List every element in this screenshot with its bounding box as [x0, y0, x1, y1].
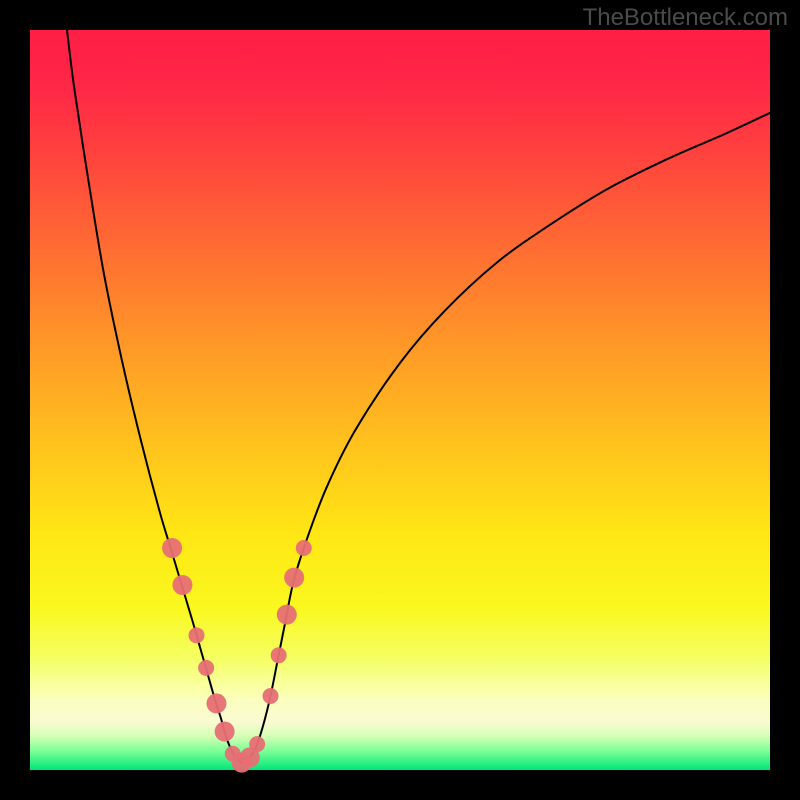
marker-point [296, 540, 312, 556]
marker-point [271, 647, 287, 663]
marker-point [189, 627, 205, 643]
marker-point [249, 736, 265, 752]
marker-point [206, 693, 226, 713]
plot-svg [0, 0, 800, 800]
watermark-text: TheBottleneck.com [583, 4, 788, 32]
canvas-root: TheBottleneck.com [0, 0, 800, 800]
marker-point [162, 538, 182, 558]
marker-point [198, 660, 214, 676]
marker-point [215, 722, 235, 742]
plot-background [30, 30, 770, 770]
marker-point [172, 575, 192, 595]
marker-point [277, 605, 297, 625]
marker-point [263, 688, 279, 704]
marker-point [284, 568, 304, 588]
